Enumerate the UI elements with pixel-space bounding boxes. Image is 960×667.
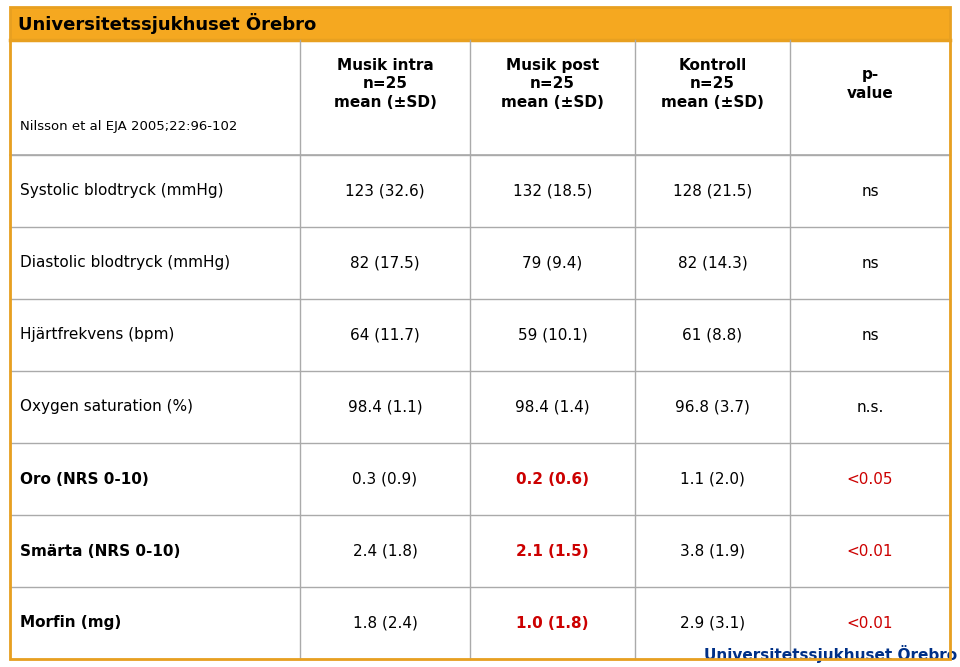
Bar (10, 443, 950, 515)
Text: <0.01: <0.01 (847, 616, 893, 630)
Bar (10, 7, 950, 40)
Text: 82 (14.3): 82 (14.3) (678, 255, 748, 271)
Bar (10, 227, 950, 299)
Text: 2.1 (1.5): 2.1 (1.5) (516, 544, 588, 558)
Text: ns: ns (861, 183, 878, 199)
Bar (10, 155, 950, 227)
Text: Kontroll
n=25
mean (±SD): Kontroll n=25 mean (±SD) (661, 57, 764, 110)
Text: <0.05: <0.05 (847, 472, 893, 486)
Text: Musik post
n=25
mean (±SD): Musik post n=25 mean (±SD) (501, 57, 604, 110)
Text: 82 (17.5): 82 (17.5) (350, 255, 420, 271)
Bar (10, 299, 950, 371)
Text: 79 (9.4): 79 (9.4) (522, 255, 583, 271)
Text: 98.4 (1.4): 98.4 (1.4) (516, 400, 589, 414)
Text: Universitetssjukhuset Örebro: Universitetssjukhuset Örebro (18, 13, 316, 34)
Text: 0.3 (0.9): 0.3 (0.9) (352, 472, 418, 486)
Text: Oro (NRS 0-10): Oro (NRS 0-10) (20, 472, 149, 486)
Text: 1.0 (1.8): 1.0 (1.8) (516, 616, 588, 630)
Text: ns: ns (861, 255, 878, 271)
Text: 64 (11.7): 64 (11.7) (350, 327, 420, 342)
Text: Morfin (mg): Morfin (mg) (20, 616, 121, 630)
Bar (10, 515, 950, 587)
Text: 1.1 (2.0): 1.1 (2.0) (680, 472, 745, 486)
Text: 128 (21.5): 128 (21.5) (673, 183, 752, 199)
Text: 61 (8.8): 61 (8.8) (683, 327, 743, 342)
Text: 132 (18.5): 132 (18.5) (513, 183, 592, 199)
Text: Oxygen saturation (%): Oxygen saturation (%) (20, 400, 193, 414)
Text: 123 (32.6): 123 (32.6) (346, 183, 425, 199)
Text: 96.8 (3.7): 96.8 (3.7) (675, 400, 750, 414)
Text: p-
value: p- value (847, 67, 894, 101)
Text: ns: ns (861, 327, 878, 342)
Bar (10, 587, 950, 659)
Text: 2.9 (3.1): 2.9 (3.1) (680, 616, 745, 630)
Text: 2.4 (1.8): 2.4 (1.8) (352, 544, 418, 558)
Text: Hjärtfrekvens (bpm): Hjärtfrekvens (bpm) (20, 327, 175, 342)
Text: 3.8 (1.9): 3.8 (1.9) (680, 544, 745, 558)
Text: Systolic blodtryck (mmHg): Systolic blodtryck (mmHg) (20, 183, 224, 199)
Text: 0.2 (0.6): 0.2 (0.6) (516, 472, 589, 486)
Text: Musik intra
n=25
mean (±SD): Musik intra n=25 mean (±SD) (333, 57, 437, 110)
Text: <0.01: <0.01 (847, 544, 893, 558)
Text: n.s.: n.s. (856, 400, 884, 414)
Text: Universitetssjukhuset Örebro: Universitetssjukhuset Örebro (704, 645, 957, 663)
Text: Diastolic blodtryck (mmHg): Diastolic blodtryck (mmHg) (20, 255, 230, 271)
Text: Nilsson et al EJA 2005;22:96-102: Nilsson et al EJA 2005;22:96-102 (20, 120, 237, 133)
Text: 1.8 (2.4): 1.8 (2.4) (352, 616, 418, 630)
Bar (10, 40, 950, 155)
Text: 98.4 (1.1): 98.4 (1.1) (348, 400, 422, 414)
Bar (10, 371, 950, 443)
Text: Smärta (NRS 0-10): Smärta (NRS 0-10) (20, 544, 180, 558)
Text: 59 (10.1): 59 (10.1) (517, 327, 588, 342)
